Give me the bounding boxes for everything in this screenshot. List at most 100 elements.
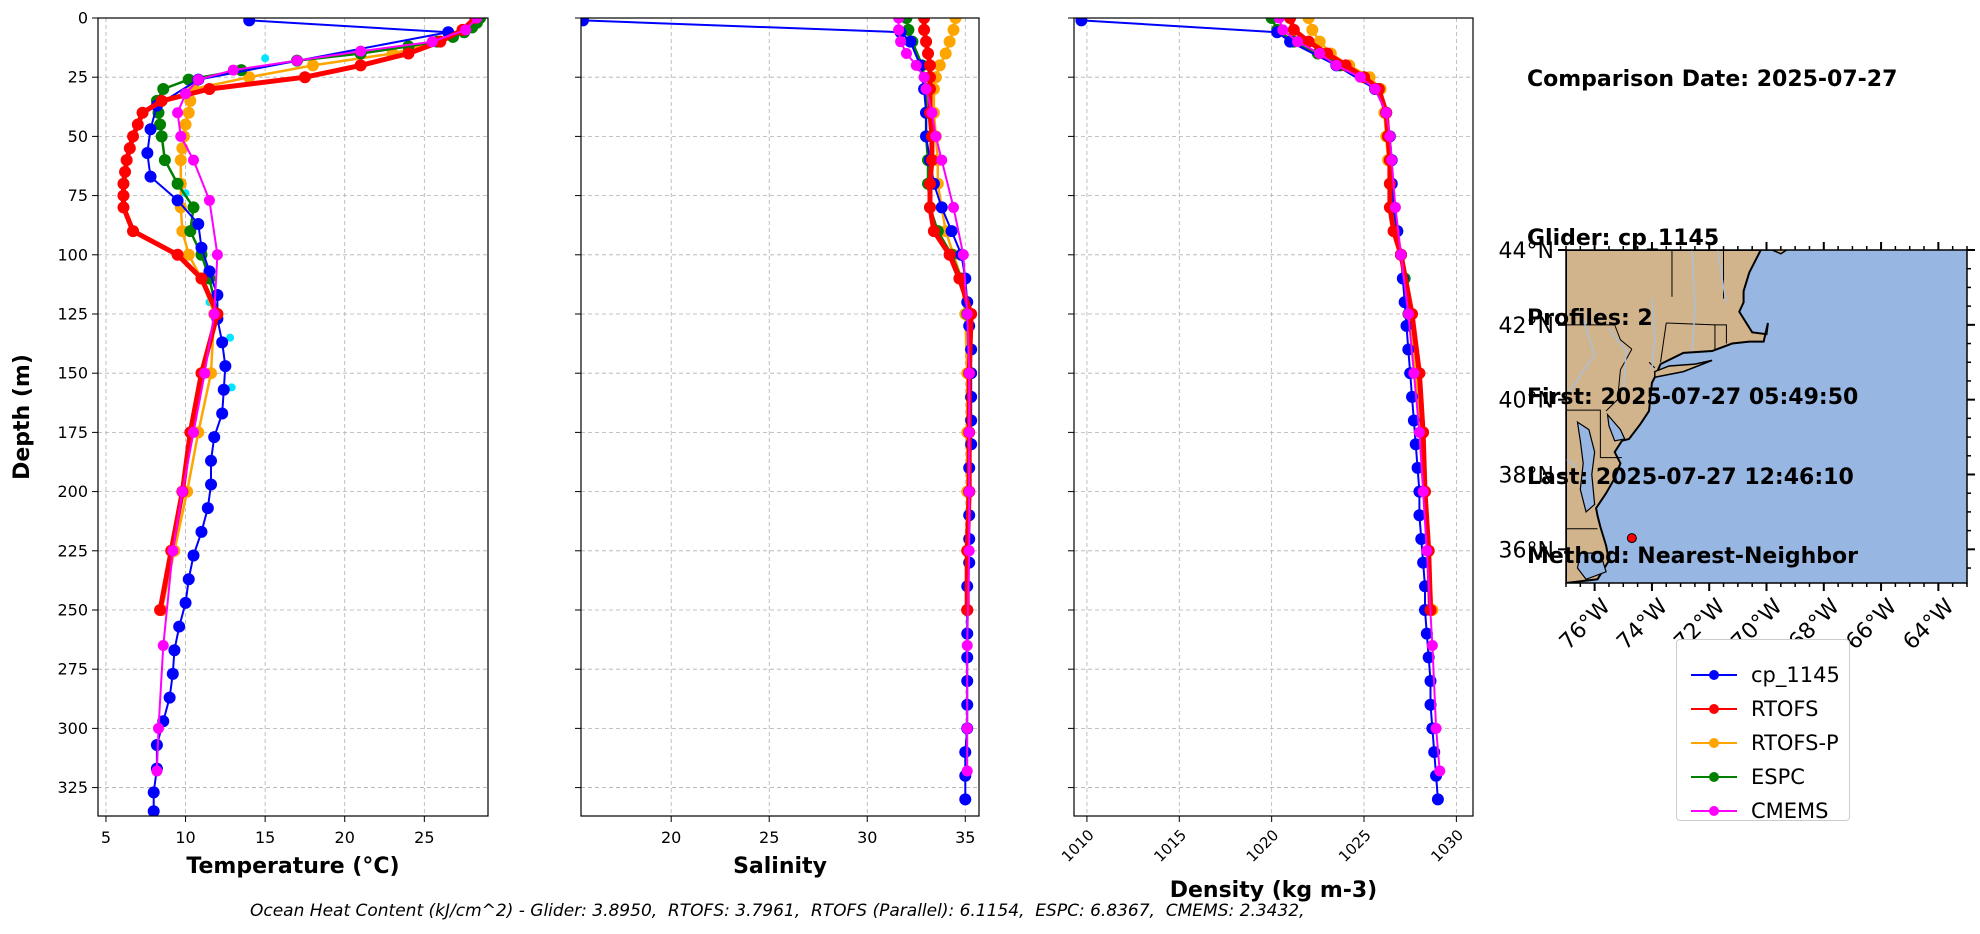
x-tick-label: 25 [759,828,779,847]
pamlico-sound [1576,552,1607,580]
data-point-rtofs [1387,225,1400,238]
data-point-cp_1145 [1420,627,1433,640]
temperature-panel: 5 10 15 20 250255075100125150175200225250275… [10,9,489,879]
legend-label: cp_1145 [1751,663,1840,687]
extra-point [261,54,270,63]
data-point-rtofs [131,118,144,131]
river [1568,309,1596,393]
data-point-cp_1145 [1407,414,1420,427]
glider-position-marker [1626,533,1637,544]
data-point-cp_1145 [166,667,179,680]
data-point-cp_1145 [195,241,208,254]
data-point-cmems [208,308,220,320]
data-point-rtofs-p [949,18,962,24]
data-point-cmems [1330,59,1342,71]
legend-label: ESPC [1751,765,1805,789]
data-point-cmems [291,55,303,67]
data-point-rtofs [154,603,167,616]
x-tick-label: 15 [255,828,275,847]
data-point-rtofs [203,83,216,96]
river [1608,328,1627,393]
data-point-cp_1145 [935,201,948,214]
y-tick-label: 250 [57,600,88,619]
y-tick-label: 0 [78,9,88,28]
data-point-cmems [1273,18,1285,24]
y-tick-label: 275 [57,660,88,679]
data-point-cmems [957,249,969,261]
data-point-cmems [1395,249,1407,261]
data-point-cmems [893,18,905,24]
legend-label: RTOFS-P [1751,731,1839,755]
legend-swatch [1691,806,1737,816]
river [1691,250,1696,352]
data-point-cp_1145 [1431,793,1444,806]
density-panel: 1010 1015 1020 1025 1030 Density (kg m-3) [1058,17,1474,903]
x-tick-label: 30 [857,828,877,847]
data-point-cmems [1386,154,1398,166]
data-point-rtofs [923,59,936,72]
data-point-cmems [961,765,973,777]
data-point-rtofs [120,154,133,167]
profile-count: Profiles: 2 [1527,305,1653,331]
x-axis-label: Density (kg m-3) [1170,878,1378,903]
data-point-cp_1145 [1417,556,1430,569]
legend-item-rtofs: RTOFS [1689,694,1818,724]
data-point-cp_1145 [205,454,218,467]
state-border [1660,322,1667,363]
data-point-cmems [900,48,912,60]
x-tick-label: 1020 [1243,826,1283,866]
data-point-cmems [961,722,973,734]
data-point-rtofs-p [182,248,195,261]
data-point-cmems [192,74,204,86]
data-point-rtofs-p [174,154,187,167]
data-point-cp_1145 [1415,532,1428,545]
data-point-cp_1145 [216,336,229,349]
data-point-cmems [930,130,942,142]
legend-item-rtofs-p: RTOFS-P [1689,728,1839,758]
legend-swatch [1691,772,1737,782]
axes-frame [1073,17,1474,817]
state-border [1566,324,1633,350]
y-tick-label: 75 [68,186,88,205]
data-point-rtofs [117,201,130,214]
lon-label: 74°W [1612,594,1673,655]
series-line-cp_1145 [146,19,450,812]
data-point-rtofs-p [1302,18,1315,24]
data-point-cmems [895,36,907,48]
data-point-cmems [1417,486,1429,498]
y-tick-label: 175 [57,423,88,442]
data-point-rtofs [298,71,311,84]
data-point-cmems [1277,24,1289,36]
data-point-espc [235,64,248,77]
x-tick-label: 1010 [1058,826,1098,866]
data-point-cp_1145 [219,360,232,373]
data-point-cp_1145 [216,407,229,420]
data-point-cmems [1426,640,1438,652]
data-point-cmems [1380,107,1392,119]
first-time: First: 2025-07-27 05:49:50 [1527,385,1859,410]
data-point-rtofs [119,165,132,178]
data-point-cp_1145 [1409,438,1422,451]
data-point-cmems [1354,71,1366,83]
data-point-cmems [918,71,930,83]
data-point-cmems [172,107,184,119]
method: Method: Nearest-Neighbor [1527,544,1858,569]
data-point-rtofs [923,177,936,190]
data-point-cmems [460,24,472,36]
plot-area [1075,18,1446,806]
data-point-cmems [188,426,200,438]
lon-label: 64°W [1899,594,1960,655]
lat-label: 42°N [1499,314,1554,339]
data-point-rtofs [918,18,931,24]
data-point-cp_1145 [195,525,208,538]
data-point-cmems [920,83,932,95]
data-point-rtofs [920,35,933,48]
mainland [1566,250,1769,583]
glider-name: Glider: cp_1145 [1527,226,1720,251]
data-point-cmems [1402,308,1414,320]
data-point-cmems [227,64,239,76]
series-line-cp_1145 [582,19,973,800]
axes-frame [580,17,980,817]
lat-label: 38°N [1499,463,1554,488]
